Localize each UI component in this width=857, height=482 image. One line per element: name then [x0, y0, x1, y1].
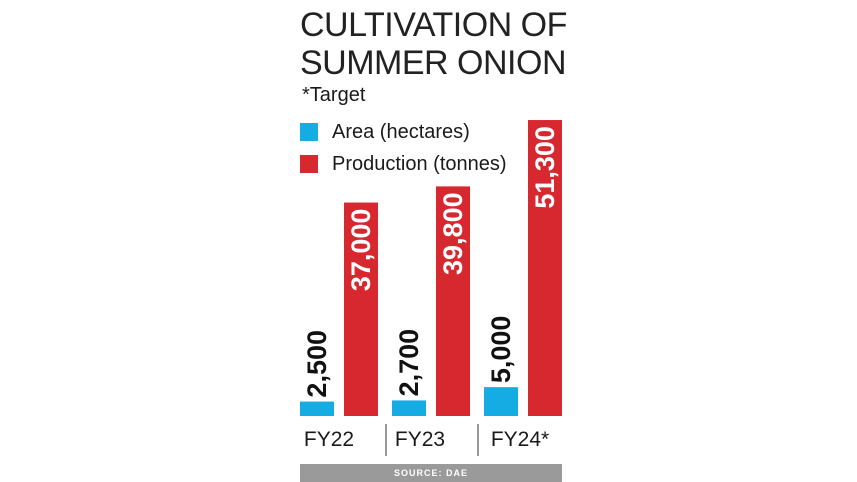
- source-bar: SOURCE: DAE: [300, 464, 562, 482]
- bar-production-fy23: [436, 186, 470, 416]
- legend-swatch-production: [300, 155, 318, 173]
- chart-title: CULTIVATION OF SUMMER ONION: [300, 6, 600, 82]
- legend-item-area: Area (hectares): [300, 116, 507, 148]
- data-label-production-fy23: 39,800: [438, 192, 468, 275]
- legend-swatch-area: [300, 123, 318, 141]
- category-label-fy23: FY23: [395, 428, 445, 451]
- category-label-fy22: FY22: [304, 428, 354, 451]
- data-label-area-fy23: 2,700: [394, 329, 424, 397]
- bar-area-fy23: [392, 400, 426, 416]
- data-label-area-fy24: 5,000: [486, 316, 516, 384]
- legend: Area (hectares) Production (tonnes): [300, 116, 507, 180]
- bar-area-fy24: [484, 387, 518, 416]
- legend-label-production: Production (tonnes): [332, 152, 507, 175]
- bar-production-fy24: [528, 120, 562, 417]
- data-label-production-fy22: 37,000: [346, 209, 376, 292]
- data-label-production-fy24: 51,300: [530, 126, 560, 209]
- legend-label-area: Area (hectares): [332, 120, 470, 143]
- source-text: SOURCE: DAE: [393, 468, 468, 478]
- category-label-fy24: FY24*: [491, 428, 549, 451]
- chart-title-line-2: SUMMER ONION: [300, 44, 567, 82]
- bar-production-fy22: [344, 202, 378, 416]
- data-label-area-fy22: 2,500: [302, 330, 332, 398]
- target-note: *Target: [302, 84, 366, 106]
- bar-area-fy22: [300, 401, 334, 416]
- chart-title-line-1: CULTIVATION OF: [300, 6, 567, 44]
- legend-item-production: Production (tonnes): [300, 148, 507, 180]
